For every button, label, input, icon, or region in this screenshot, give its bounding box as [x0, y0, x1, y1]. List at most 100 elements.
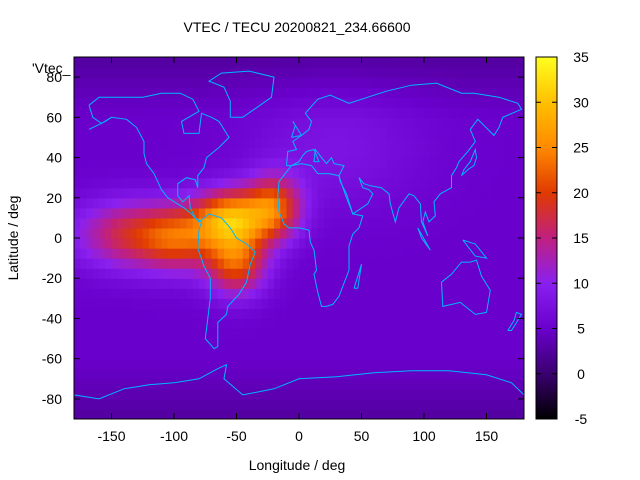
heat-cell — [217, 137, 225, 149]
heat-cell — [311, 167, 319, 179]
heat-cell — [161, 217, 169, 229]
heat-cell — [149, 217, 156, 229]
heat-cell — [517, 227, 524, 239]
heat-cell — [361, 217, 369, 229]
heat-cell — [499, 248, 506, 259]
heat-cell — [155, 77, 163, 88]
heat-cell — [130, 358, 138, 370]
heat-cell — [267, 378, 275, 390]
heat-cell — [230, 388, 238, 400]
heat-cell — [461, 147, 469, 159]
heat-cell — [174, 278, 181, 289]
heat-cell — [305, 258, 313, 269]
heat-cell — [80, 107, 88, 118]
heat-cell — [199, 87, 206, 98]
heat-cell — [299, 107, 306, 118]
heat-cell — [136, 57, 144, 68]
heat-cell — [180, 248, 188, 259]
heat-cell — [274, 238, 281, 249]
heat-cell — [411, 117, 419, 128]
heat-cell — [217, 328, 225, 340]
heat-cell — [130, 288, 138, 299]
heat-cell — [74, 348, 81, 360]
heat-cell — [342, 157, 350, 169]
heat-cell — [286, 298, 294, 309]
heat-cell — [155, 268, 163, 279]
heat-cell — [442, 207, 450, 219]
heat-cell — [380, 358, 388, 370]
heat-cell — [280, 318, 288, 330]
heat-cell — [267, 197, 275, 209]
heat-cell — [236, 398, 244, 410]
heat-cell — [280, 368, 288, 380]
heat-cell — [474, 248, 481, 259]
heat-cell — [155, 57, 163, 68]
heat-cell — [492, 147, 500, 159]
heat-cell — [380, 318, 388, 330]
heat-cell — [455, 298, 463, 309]
heat-cell — [149, 388, 156, 400]
heat-cell — [411, 197, 419, 209]
heat-cell — [411, 207, 419, 219]
heat-cell — [317, 358, 325, 370]
heat-cell — [399, 147, 406, 159]
heat-cell — [224, 358, 231, 370]
heat-cell — [155, 328, 163, 340]
heat-cell — [167, 408, 175, 419]
coastline — [88, 92, 256, 350]
heat-cell — [499, 388, 506, 400]
heat-cell — [211, 278, 219, 289]
heat-cell — [142, 177, 150, 189]
heat-cell — [467, 137, 475, 149]
heat-cell — [161, 207, 169, 219]
heat-cell — [342, 197, 350, 209]
heat-cell — [486, 197, 494, 209]
heat-cell — [361, 127, 369, 139]
heat-cell — [249, 177, 256, 189]
heat-cell — [236, 187, 244, 199]
heat-cell — [399, 87, 406, 98]
heat-cell — [436, 238, 444, 249]
heat-cell — [342, 278, 350, 289]
heat-cell — [374, 227, 381, 239]
heat-cell — [249, 288, 256, 299]
heat-cell — [367, 288, 375, 299]
heat-cell — [167, 57, 175, 68]
heat-cell — [355, 348, 363, 360]
heat-cell — [105, 107, 113, 118]
heat-cell — [274, 107, 281, 118]
heat-cell — [505, 318, 513, 330]
heat-cell — [186, 338, 194, 350]
heat-cell — [305, 398, 313, 410]
heat-cell — [474, 388, 481, 400]
heat-cell — [199, 398, 206, 410]
heat-cell — [261, 378, 269, 390]
heat-cell — [486, 67, 494, 78]
heat-cell — [249, 207, 256, 219]
heat-cell — [380, 378, 388, 390]
heat-cell — [249, 248, 256, 259]
heat-cell — [517, 258, 524, 269]
heat-cell — [261, 87, 269, 98]
heat-cell — [392, 248, 400, 259]
heat-cell — [480, 298, 488, 309]
heat-cell — [167, 107, 175, 118]
heat-cell — [92, 87, 100, 98]
heat-cell — [255, 258, 263, 269]
heat-cell — [99, 388, 106, 400]
heat-cell — [342, 77, 350, 88]
heat-cell — [105, 248, 113, 259]
heat-cell — [255, 368, 263, 380]
heat-cell — [192, 248, 200, 259]
heat-cell — [311, 368, 319, 380]
heat-cell — [417, 328, 425, 340]
heat-cell — [111, 288, 119, 299]
heat-cell — [236, 248, 244, 259]
heat-cell — [330, 67, 338, 78]
heat-cell — [242, 167, 250, 179]
heat-cell — [317, 288, 325, 299]
heat-cell — [124, 77, 131, 88]
heat-cell — [211, 137, 219, 149]
heat-cell — [511, 318, 519, 330]
